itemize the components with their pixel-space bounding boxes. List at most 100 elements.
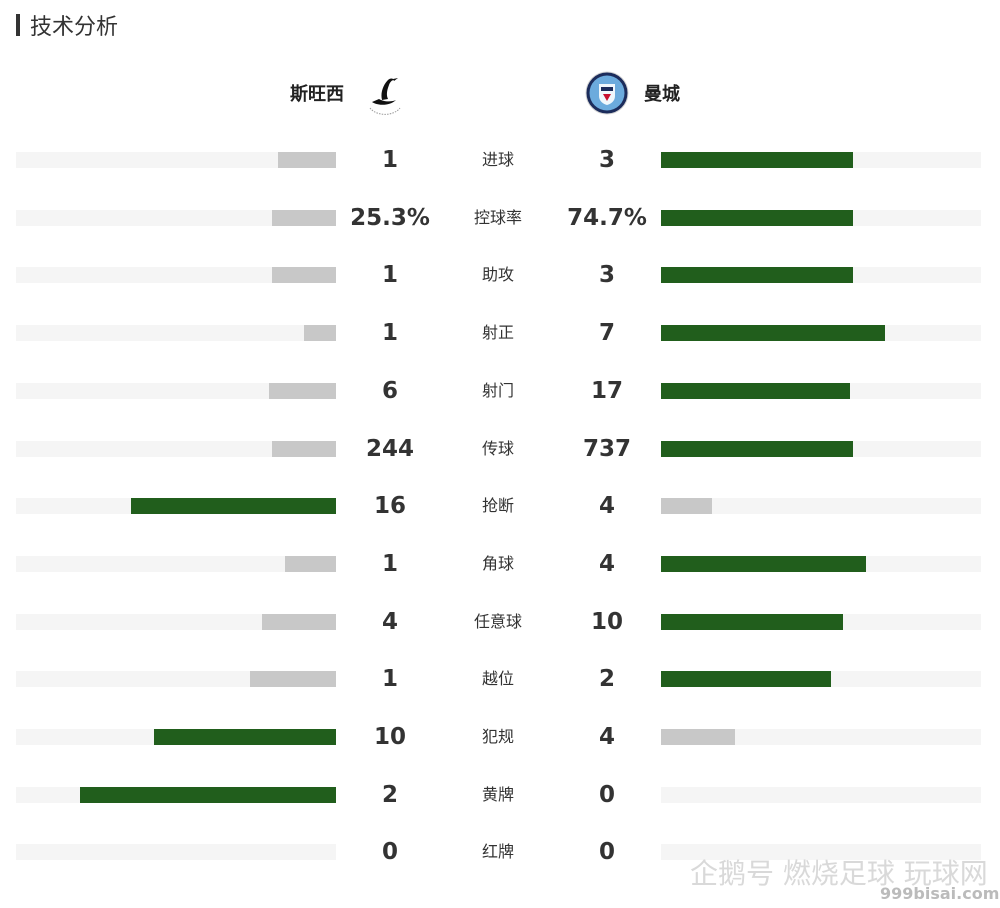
away-bar-fill <box>661 152 853 168</box>
home-bar-track <box>16 844 336 861</box>
stat-label: 任意球 <box>473 611 522 631</box>
away-bar-fill <box>661 440 853 457</box>
section-title: 技术分析 <box>16 8 118 42</box>
stat-label: 进球 <box>481 150 514 169</box>
away-bar-fill <box>661 555 866 572</box>
home-bar-fill <box>278 152 336 168</box>
away-stat-value: 4 <box>598 550 615 577</box>
home-bar-fill <box>304 325 336 342</box>
home-bar-fill <box>154 729 336 745</box>
stat-row: 244 传球 737 <box>0 431 1000 467</box>
stat-label: 红牌 <box>481 842 514 862</box>
away-bar-track <box>661 729 981 745</box>
home-stat-value: 16 <box>373 493 406 520</box>
home-stat-value: 4 <box>381 608 398 635</box>
home-bar-fill <box>269 382 336 399</box>
home-bar-track <box>16 267 336 284</box>
away-bar-track <box>661 209 981 226</box>
home-bar-fill <box>250 671 336 688</box>
away-bar-track <box>661 555 981 572</box>
away-bar-track <box>661 786 981 803</box>
watermark-site: 999bisai.com <box>880 884 1000 903</box>
stat-label: 犯规 <box>481 727 514 746</box>
away-stat-value: 10 <box>590 608 623 635</box>
away-stat-value: 3 <box>598 147 615 173</box>
away-bar-track <box>661 382 981 399</box>
stat-row: 6 射门 17 <box>0 373 1000 409</box>
home-bar-track <box>16 498 336 515</box>
home-stat-value: 1 <box>381 320 398 347</box>
stat-row: 1 角球 4 <box>0 546 1000 582</box>
away-stat-value: 7 <box>598 320 615 347</box>
away-stat-value: 3 <box>598 262 615 289</box>
home-stat-value: 0 <box>381 839 398 866</box>
away-bar-fill <box>661 267 853 284</box>
away-stat-value: 4 <box>598 724 615 750</box>
stat-row: 10 犯规 4 <box>0 719 1000 755</box>
home-stat-value: 25.3% <box>350 204 430 231</box>
away-bar-fill <box>661 209 853 226</box>
home-stat-value: 10 <box>373 724 406 750</box>
stat-label: 助攻 <box>481 265 514 285</box>
home-bar-fill <box>131 498 336 515</box>
away-bar-fill <box>661 498 712 515</box>
home-stat-value: 244 <box>365 435 414 462</box>
stat-label: 传球 <box>481 438 514 458</box>
stat-label: 射正 <box>481 323 514 343</box>
stat-label: 黄牌 <box>481 784 514 804</box>
away-bar-track <box>661 152 981 168</box>
home-bar-track <box>16 555 336 572</box>
home-stat-value: 2 <box>381 781 398 808</box>
away-bar-track <box>661 671 981 688</box>
stat-row: 0 红牌 0 <box>0 834 1000 870</box>
away-stat-value: 737 <box>582 435 631 462</box>
swansea-swan-crest-icon <box>369 78 401 115</box>
stat-label: 抢断 <box>481 496 514 516</box>
away-bar-track <box>661 325 981 342</box>
away-bar-fill <box>661 671 831 688</box>
away-bar-track <box>661 267 981 284</box>
home-bar-track <box>16 440 336 457</box>
home-bar-track <box>16 325 336 342</box>
home-bar-fill <box>272 440 336 457</box>
home-team-header: 斯旺西 <box>290 70 408 116</box>
stat-label: 角球 <box>481 553 514 573</box>
away-stat-value: 2 <box>598 666 615 693</box>
stat-row: 1 越位 2 <box>0 661 1000 697</box>
away-stat-value: 17 <box>590 377 623 404</box>
manchester-city-crest-icon <box>585 71 629 115</box>
away-bar-track <box>661 498 981 515</box>
home-stat-value: 1 <box>381 262 398 289</box>
away-bar-fill <box>661 613 843 630</box>
away-team-header: 曼城 <box>584 70 680 116</box>
away-bar-fill <box>661 729 735 745</box>
watermark-text: 企鹅号 燃烧足球 玩球网 <box>690 857 988 890</box>
away-stat-value: 4 <box>598 493 615 520</box>
away-stat-value: 0 <box>598 781 615 808</box>
title-accent-bar <box>16 14 20 36</box>
home-bar-fill <box>285 555 336 572</box>
away-bar-fill <box>661 325 885 342</box>
away-bar-track <box>661 613 981 630</box>
home-bar-track <box>16 671 336 688</box>
stat-row: 1 进球 3 <box>0 142 1000 178</box>
stat-label: 控球率 <box>473 207 522 227</box>
stat-row: 25.3% 控球率 74.7% <box>0 200 1000 236</box>
home-bar-fill <box>272 209 336 226</box>
home-stat-value: 1 <box>381 550 398 577</box>
away-stat-value: 0 <box>598 839 615 866</box>
home-stat-value: 1 <box>381 666 398 693</box>
home-bar-track <box>16 209 336 226</box>
section-title-text: 技术分析 <box>30 15 119 40</box>
stat-row: 2 黄牌 0 <box>0 777 1000 813</box>
home-bar-track <box>16 729 336 745</box>
away-stat-value: 74.7% <box>567 204 647 231</box>
home-stat-value: 1 <box>381 147 398 173</box>
stat-row: 4 任意球 10 <box>0 604 1000 640</box>
stat-label: 越位 <box>481 669 514 689</box>
home-bar-track <box>16 382 336 399</box>
stat-label: 射门 <box>481 380 514 400</box>
home-bar-track <box>16 152 336 168</box>
home-team-name: 斯旺西 <box>290 84 344 105</box>
stat-row: 1 助攻 3 <box>0 257 1000 293</box>
